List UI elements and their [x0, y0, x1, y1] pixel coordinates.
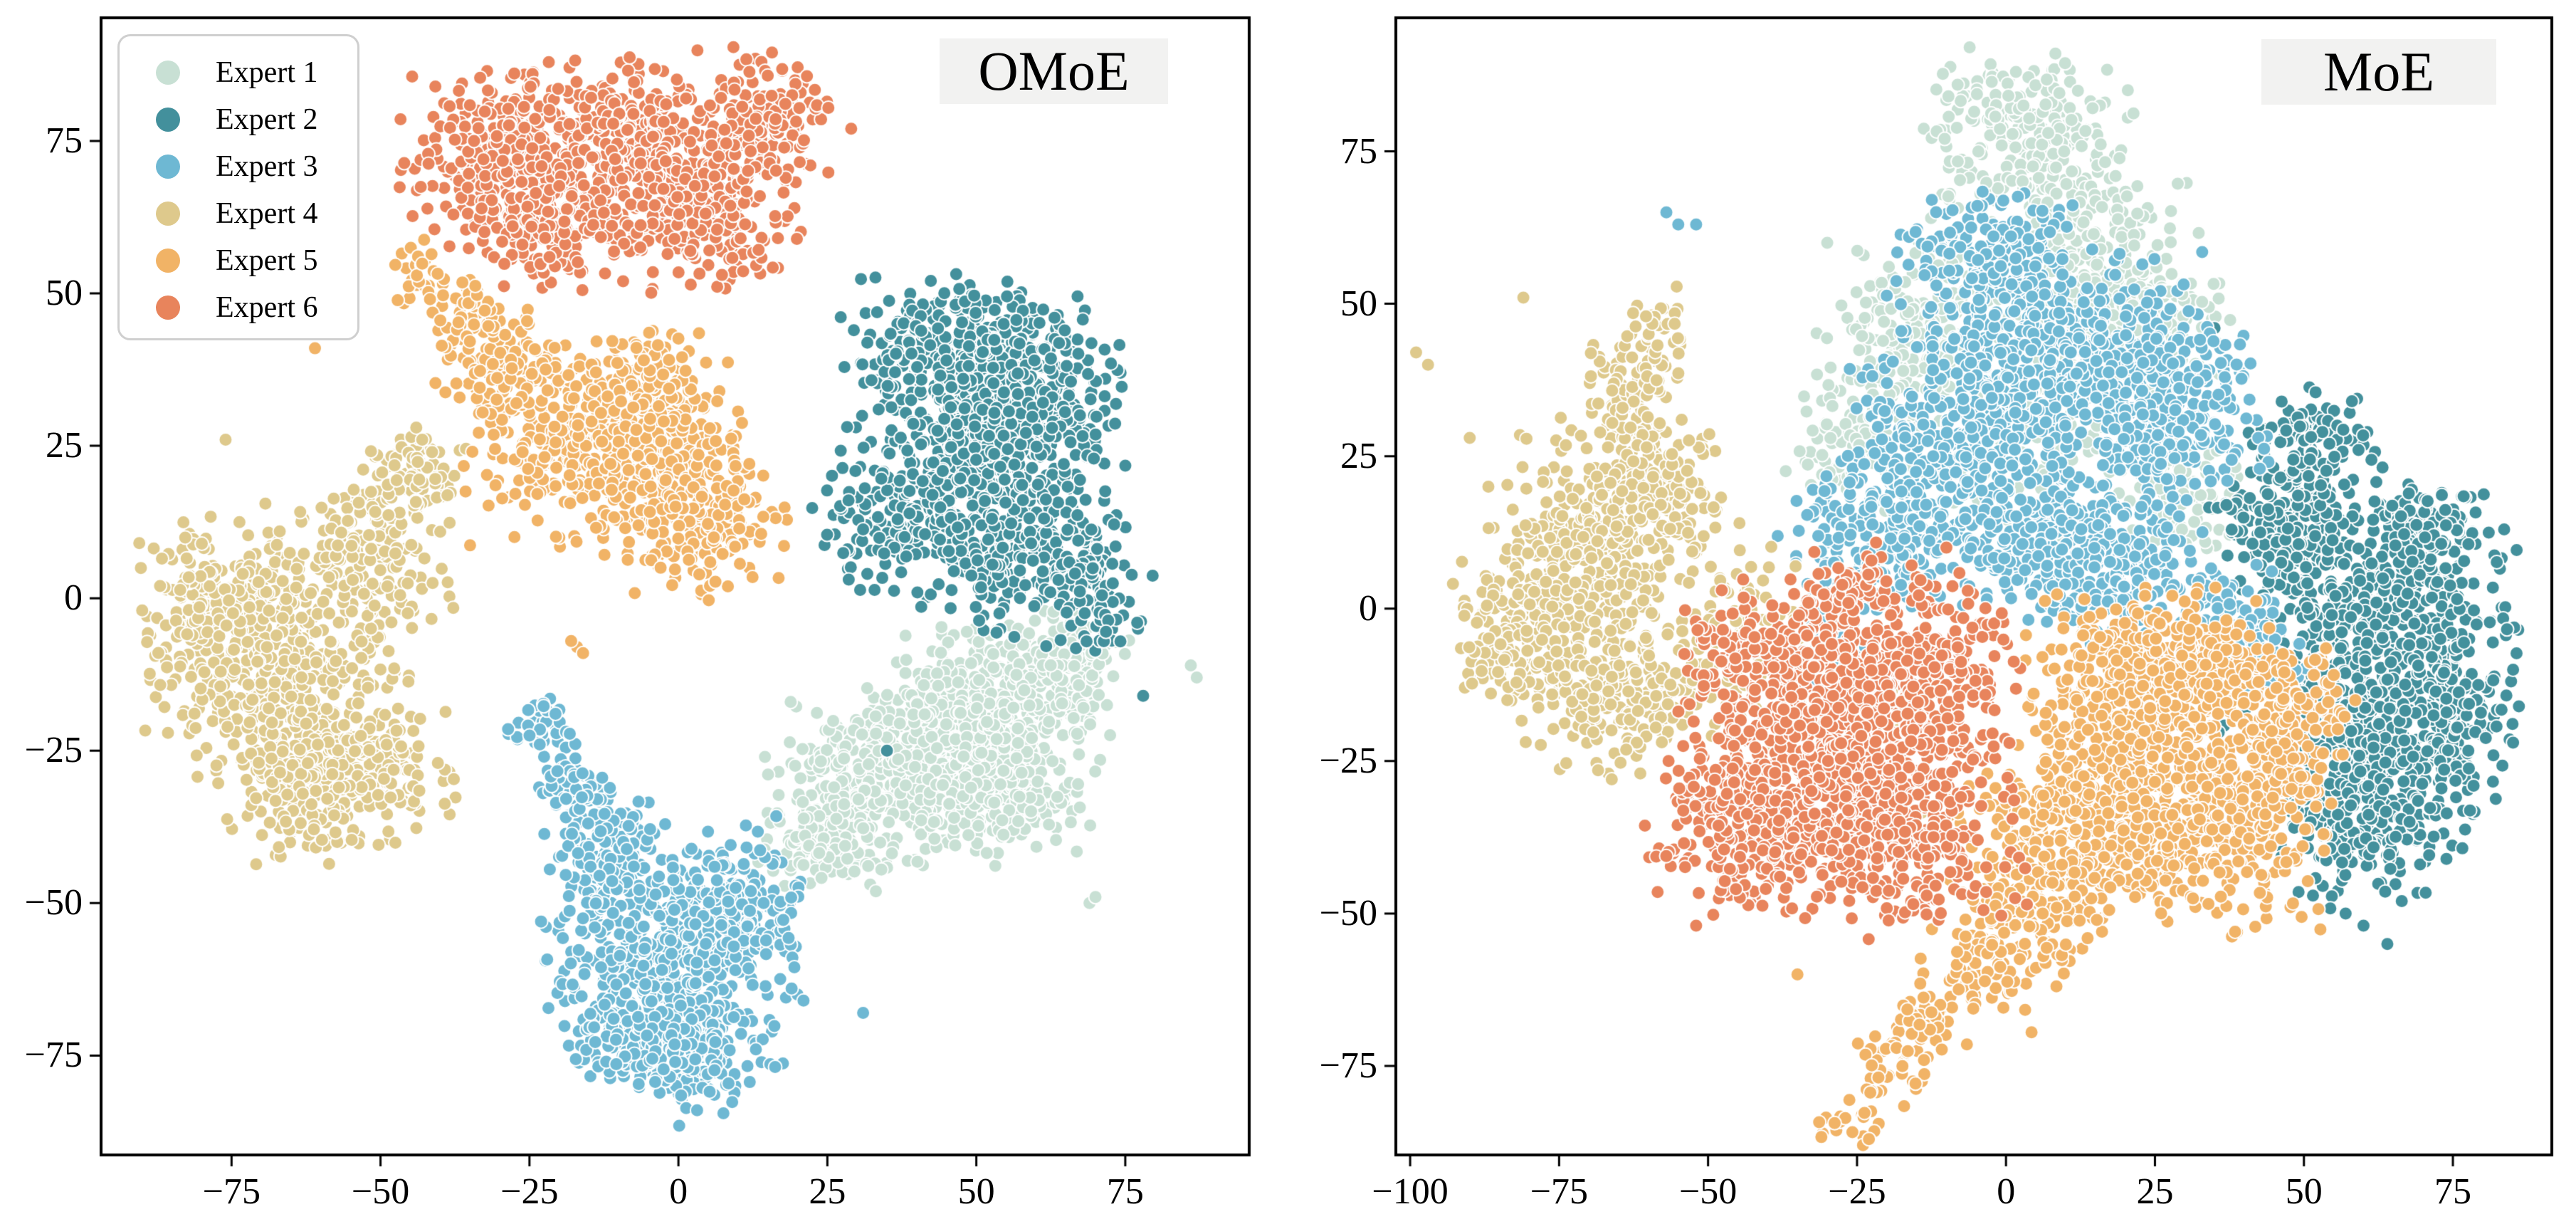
- y-tick-label: −75: [24, 1035, 83, 1076]
- legend: Expert 1 Expert 2 Expert 3 Expert 4 Expert 5…: [117, 34, 359, 340]
- y-tick-label: −50: [24, 882, 83, 924]
- x-tick-label: 75: [2434, 1171, 2472, 1212]
- legend-swatch-icon: [156, 296, 180, 320]
- legend-label: Expert 6: [216, 291, 318, 324]
- legend-label: Expert 3: [216, 150, 318, 183]
- legend-swatch-icon: [156, 108, 180, 132]
- legend-swatch-icon: [156, 249, 180, 273]
- x-tick-label: 0: [669, 1171, 688, 1212]
- legend-swatch-icon: [156, 61, 180, 85]
- x-tick-label: 0: [1997, 1171, 2016, 1212]
- y-tick-label: 75: [46, 120, 83, 161]
- y-tick-label: 75: [1340, 130, 1377, 172]
- x-tick-label: −25: [500, 1171, 559, 1212]
- legend-swatch-icon: [156, 202, 180, 226]
- legend-swatch-icon: [156, 155, 180, 179]
- y-tick-label: 25: [46, 425, 83, 466]
- legend-label: Expert 2: [216, 103, 318, 136]
- y-tick-label: −50: [1319, 892, 1377, 933]
- y-tick-label: −25: [24, 730, 83, 771]
- y-tick-label: 50: [1340, 283, 1377, 324]
- y-tick-label: 25: [1340, 435, 1377, 476]
- x-tick-label: −75: [202, 1171, 261, 1212]
- legend-item-expert-3: Expert 3: [120, 143, 357, 190]
- panel-title-moe: MoE: [2261, 39, 2496, 105]
- y-tick-label: 0: [1359, 587, 1377, 629]
- x-tick-label: 25: [809, 1171, 846, 1212]
- x-tick-label: −100: [1372, 1171, 1449, 1212]
- x-tick-label: −50: [351, 1171, 410, 1212]
- y-tick-label: 50: [46, 273, 83, 314]
- y-tick-label: −25: [1319, 740, 1377, 781]
- legend-item-expert-6: Expert 6: [120, 284, 357, 331]
- legend-item-expert-4: Expert 4: [120, 190, 357, 237]
- x-tick-label: 25: [2136, 1171, 2174, 1212]
- x-tick-label: 50: [2285, 1171, 2323, 1212]
- y-tick-label: −75: [1319, 1045, 1377, 1086]
- legend-label: Expert 5: [216, 244, 318, 277]
- legend-label: Expert 1: [216, 56, 318, 89]
- x-tick-label: −75: [1530, 1171, 1589, 1212]
- x-tick-label: 50: [957, 1171, 995, 1212]
- x-tick-label: −25: [1828, 1171, 1886, 1212]
- x-tick-label: 75: [1106, 1171, 1144, 1212]
- legend-item-expert-2: Expert 2: [120, 96, 357, 143]
- legend-label: Expert 4: [216, 197, 318, 230]
- panel-title-omoe: OMoE: [940, 38, 1168, 104]
- legend-item-expert-1: Expert 1: [120, 49, 357, 96]
- y-tick-label: 0: [64, 577, 83, 619]
- x-tick-label: −50: [1678, 1171, 1738, 1212]
- legend-item-expert-5: Expert 5: [120, 237, 357, 284]
